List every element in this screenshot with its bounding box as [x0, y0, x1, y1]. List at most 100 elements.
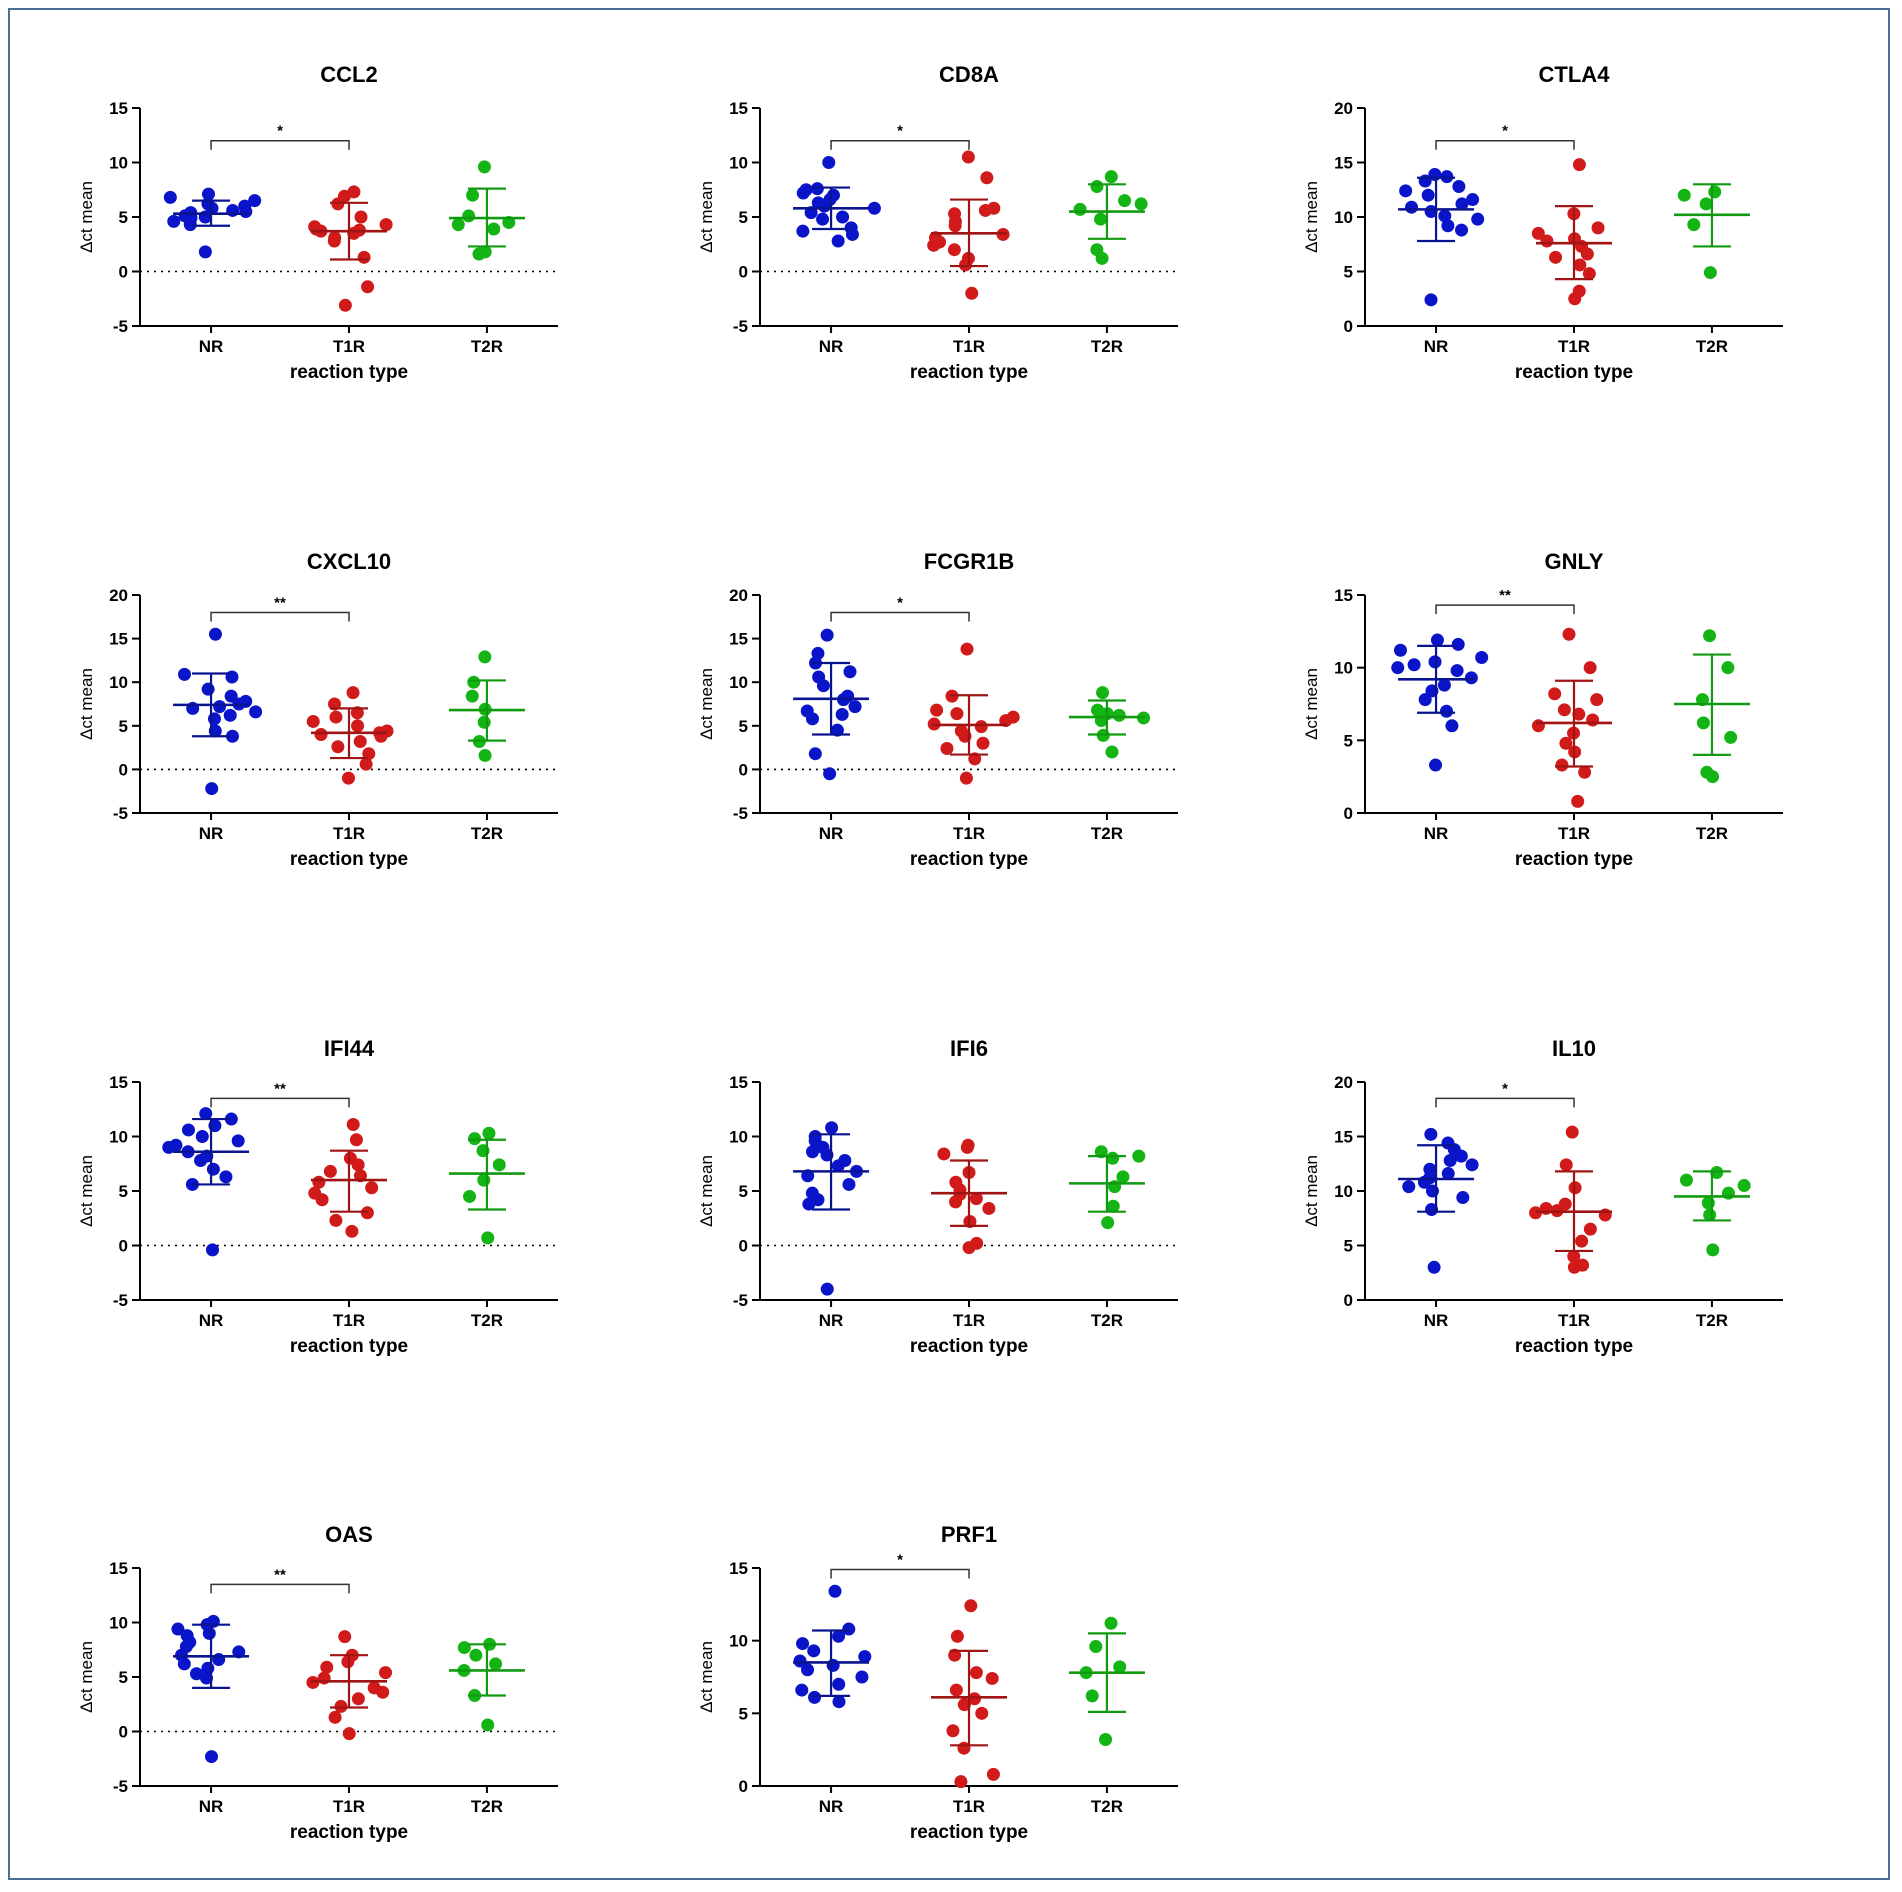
series-t1r	[931, 1138, 1007, 1255]
data-point	[457, 1641, 471, 1655]
x-tick-label: NR	[1424, 1311, 1449, 1330]
data-point	[329, 1213, 343, 1227]
data-point	[830, 723, 844, 737]
data-point	[380, 724, 394, 738]
y-axis-title: Δct mean	[77, 668, 96, 740]
data-point	[1073, 202, 1087, 216]
y-axis-title: Δct mean	[697, 1641, 716, 1713]
x-tick-label: NR	[819, 1311, 844, 1330]
data-point	[1440, 704, 1454, 718]
y-axis-title: Δct mean	[77, 1155, 96, 1227]
data-point	[1578, 765, 1592, 779]
data-point	[842, 1622, 856, 1636]
data-point	[345, 1224, 359, 1238]
data-point	[467, 675, 481, 689]
y-tick-label: 15	[729, 1559, 748, 1578]
series-nr	[171, 1614, 250, 1764]
significance-label: *	[897, 123, 903, 140]
data-point	[1465, 1158, 1479, 1172]
series-t2r	[1673, 183, 1750, 280]
x-tick-label: NR	[1424, 337, 1449, 356]
data-point	[1090, 179, 1104, 193]
data-point	[306, 714, 320, 728]
data-point	[858, 1650, 872, 1664]
data-point	[811, 196, 825, 210]
data-point	[181, 1123, 195, 1137]
data-point	[331, 740, 345, 754]
y-tick-label: 0	[739, 1237, 748, 1256]
y-axis-title: Δct mean	[1302, 668, 1321, 740]
x-axis-title: reaction type	[290, 1336, 408, 1357]
data-point	[968, 1692, 982, 1706]
data-point	[343, 1151, 357, 1165]
data-point	[365, 1181, 379, 1195]
y-tick-label: 15	[109, 1073, 128, 1092]
data-point	[1441, 1167, 1455, 1181]
y-tick-label: 0	[1344, 317, 1353, 336]
data-point	[328, 1710, 342, 1724]
x-axis-title: reaction type	[910, 849, 1028, 870]
data-point	[1471, 212, 1485, 226]
data-point	[1423, 1162, 1437, 1176]
data-point	[1451, 637, 1465, 651]
data-point	[1112, 708, 1126, 722]
data-point	[1104, 1616, 1118, 1630]
data-point	[478, 245, 492, 259]
data-point	[481, 1231, 495, 1245]
data-point	[1699, 197, 1713, 211]
data-point	[1113, 1660, 1127, 1674]
data-point	[249, 705, 263, 719]
x-tick-label: T1R	[333, 824, 365, 843]
data-point	[811, 646, 825, 660]
data-point	[1679, 1173, 1693, 1187]
data-point	[1418, 693, 1432, 707]
y-tick-label: 5	[739, 717, 748, 736]
data-point	[954, 1775, 968, 1789]
data-point	[1134, 197, 1148, 211]
data-point	[1531, 719, 1545, 733]
x-tick-label: NR	[199, 337, 224, 356]
data-point	[201, 1661, 215, 1675]
y-tick-label: 15	[109, 1559, 128, 1578]
y-tick-label: 15	[729, 1073, 748, 1092]
x-tick-label: T1R	[953, 1797, 985, 1816]
x-tick-label: T2R	[471, 1797, 503, 1816]
chart-panel-fcgr1b: FCGR1B -5 0 5 10 15 20 Δct mean NR T1R T2R reaction…	[697, 549, 1178, 870]
figure-canvas: CCL2 -5 0 5 10 15 Δct mean NR T1R T2R reaction typ…	[77, 62, 1783, 1843]
data-point	[949, 1175, 963, 1189]
data-point	[163, 190, 177, 204]
data-point	[248, 194, 262, 208]
panel-title: IFI44	[324, 1036, 375, 1061]
data-point	[489, 1657, 503, 1671]
data-point	[342, 1727, 356, 1741]
data-point	[1393, 643, 1407, 657]
y-tick-label: 15	[729, 99, 748, 118]
panel-title: CD8A	[939, 62, 999, 87]
data-point	[960, 642, 974, 656]
panel-title: GNLY	[1544, 549, 1603, 574]
data-point	[975, 1706, 989, 1720]
data-point	[969, 1192, 983, 1206]
data-point	[338, 298, 352, 312]
data-point	[171, 1622, 185, 1636]
series-nr	[793, 1121, 870, 1296]
data-point	[1703, 629, 1717, 643]
data-point	[1721, 661, 1735, 675]
data-point	[320, 1660, 334, 1674]
series-t1r	[931, 1599, 1007, 1789]
data-point	[1104, 170, 1118, 184]
data-point	[201, 682, 215, 696]
data-point	[1529, 1206, 1543, 1220]
data-point	[1583, 1222, 1597, 1236]
data-point	[1118, 194, 1132, 208]
data-point	[481, 1718, 495, 1732]
significance-bracket	[210, 139, 350, 150]
data-point	[1700, 765, 1714, 779]
significance-bracket	[830, 1568, 970, 1579]
data-point	[477, 160, 491, 174]
panel-title: CXCL10	[307, 549, 391, 574]
data-point	[823, 767, 837, 781]
y-tick-label: 10	[1334, 659, 1353, 678]
data-point	[1562, 627, 1576, 641]
x-tick-label: T1R	[953, 1311, 985, 1330]
